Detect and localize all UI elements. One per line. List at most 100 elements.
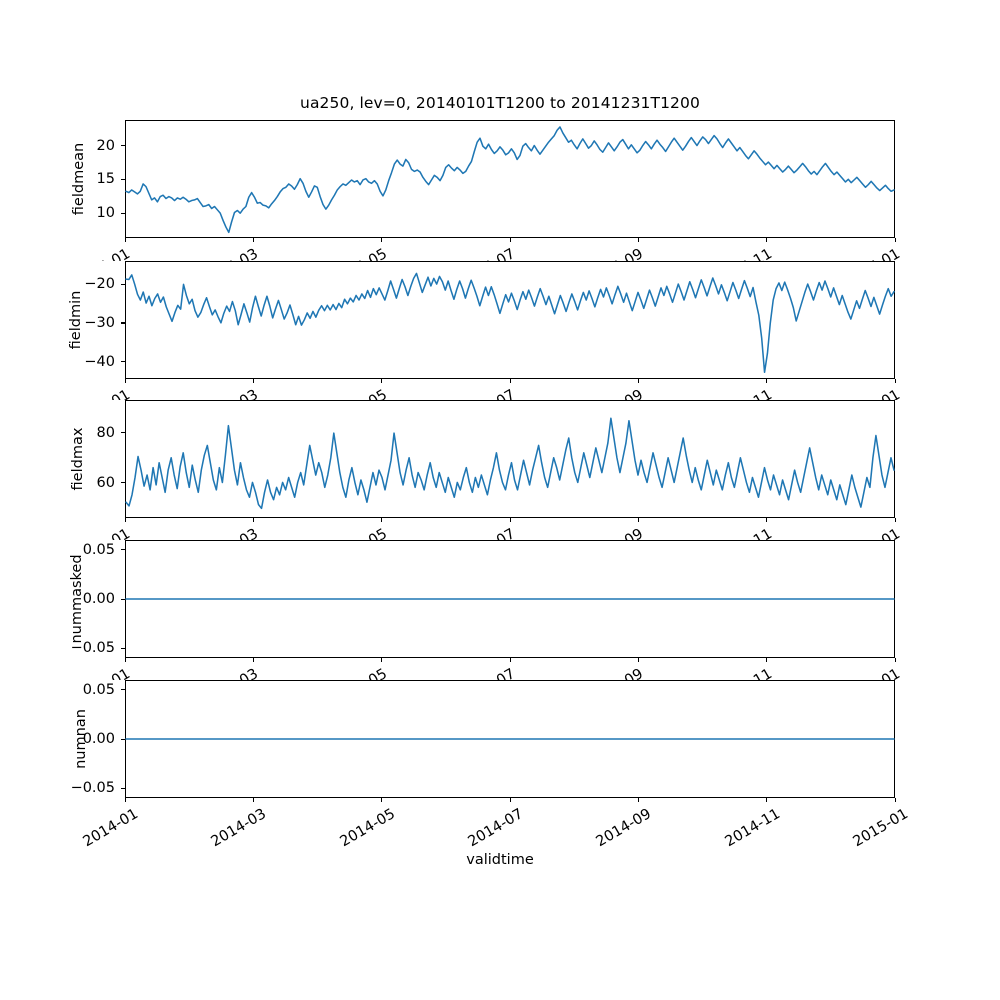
x-tick-label-clip: 2015-01 (765, 242, 945, 261)
x-tick-label-clip: 2014-11 (637, 522, 817, 540)
x-tick-label-clip: 2014-11 (637, 662, 817, 680)
x-tick-label: 2014-09 (534, 246, 646, 261)
y-tick-label: 0.05 (82, 681, 115, 698)
x-tick-label: 2014-07 (406, 666, 518, 680)
x-tick-label-clip: 2015-01 (765, 662, 945, 680)
x-tick-label-clip: 2014-09 (508, 662, 688, 680)
x-tick-label: 2014-09 (534, 666, 646, 680)
y-tick-mark (121, 647, 125, 649)
x-tick-mark (509, 238, 511, 242)
x-tick-label: 2014-11 (663, 387, 774, 400)
x-tick-mark (637, 658, 639, 662)
x-tick-label: 2014-11 (722, 806, 783, 851)
x-tick-mark (637, 238, 639, 242)
x-tick-mark (381, 518, 383, 522)
y-tick-mark (121, 145, 125, 147)
x-tick-label-clip: 2014-03 (123, 242, 303, 261)
y-tick-label: −20 (84, 276, 115, 293)
y-tick-mark (121, 689, 125, 691)
x-tick-label: 2014-05 (278, 666, 389, 680)
x-tick-label: 2014-05 (278, 526, 389, 540)
x-tick-label-clip: 2014-01 (0, 242, 175, 261)
y-tick-mark (121, 283, 125, 285)
x-tick-label: 2014-09 (593, 806, 655, 851)
x-tick-label: 2014-07 (406, 246, 518, 261)
numnan-plot-area (125, 738, 895, 740)
y-tick-label: 0.00 (82, 591, 115, 607)
x-tick-label-clip: 2014-03 (123, 662, 303, 680)
y-tick-mark (121, 598, 125, 600)
panel-fieldmax (125, 400, 895, 518)
x-tick-label: 2015-01 (791, 666, 903, 680)
x-tick-mark (894, 238, 896, 242)
x-tick-label: 2015-01 (791, 387, 903, 400)
x-tick-mark (509, 518, 511, 522)
x-tick-label-clip: 2014-07 (380, 662, 560, 680)
y-tick-label: 10 (96, 205, 115, 222)
x-tick-mark (894, 379, 896, 383)
x-tick-mark (381, 379, 383, 383)
x-tick-mark (637, 798, 639, 802)
x-tick-mark (381, 798, 383, 802)
x-tick-label-clip: 2014-09 (508, 242, 688, 261)
x-tick-label: 2015-01 (850, 806, 911, 851)
x-tick-mark (766, 658, 768, 662)
x-tick-label: 2014-07 (406, 526, 518, 540)
x-tick-label: 2014-05 (278, 246, 389, 261)
x-tick-mark (766, 238, 768, 242)
y-tick-mark (121, 178, 125, 180)
fieldmax-line (125, 417, 895, 510)
xlabel-validtime: validtime (466, 852, 534, 868)
x-tick-label: 2014-03 (208, 806, 270, 851)
y-tick-mark (121, 322, 125, 324)
y-tick-label: −0.05 (70, 640, 115, 657)
panel-fieldmin (125, 261, 895, 379)
x-tick-label: 2014-11 (663, 666, 774, 680)
x-tick-label-clip: 2014-07 (380, 522, 560, 540)
x-tick-mark (124, 379, 126, 383)
x-tick-mark (509, 798, 511, 802)
y-tick-mark (121, 738, 125, 740)
panel-fieldmean (125, 120, 895, 238)
x-tick-mark (766, 379, 768, 383)
x-tick-mark (766, 798, 768, 802)
x-tick-label-clip: 2015-01 (765, 383, 945, 400)
y-tick-mark (121, 482, 125, 484)
x-tick-label-clip: 2014-09 (508, 383, 688, 400)
x-tick-label: 2014-11 (663, 246, 774, 261)
x-tick-label: 2014-09 (534, 387, 646, 400)
x-tick-mark (252, 379, 254, 383)
x-tick-label: 2014-03 (149, 387, 261, 400)
y-tick-label: −40 (84, 353, 115, 370)
x-tick-label: 2014-07 (406, 387, 518, 400)
fieldmin-plot-area (125, 272, 895, 374)
x-tick-mark (252, 518, 254, 522)
x-tick-mark (252, 238, 254, 242)
y-tick-label: −0.05 (70, 780, 115, 797)
y-tick-mark (121, 212, 125, 214)
x-tick-label-clip: 2015-01 (765, 522, 945, 540)
x-tick-mark (381, 658, 383, 662)
fieldmin-line (125, 272, 895, 374)
y-tick-label: 60 (96, 474, 115, 491)
figure-title: ua250, lev=0, 20140101T1200 to 20141231T… (300, 94, 700, 112)
fieldmean-line (125, 126, 895, 234)
y-tick-mark (121, 787, 125, 789)
x-tick-label-clip: 2014-03 (123, 522, 303, 540)
x-tick-mark (637, 518, 639, 522)
x-tick-label-clip: 2014-03 (123, 383, 303, 400)
x-tick-label-clip: 2014-07 (380, 242, 560, 261)
x-tick-label: 2014-03 (149, 526, 261, 540)
y-tick-label: −30 (84, 314, 115, 331)
x-tick-label: 2015-01 (791, 526, 903, 540)
y-tick-label: 0.00 (82, 731, 115, 747)
x-tick-label-clip: 2014-05 (252, 662, 432, 680)
x-tick-label: 2014-11 (663, 526, 774, 540)
x-tick-mark (124, 238, 126, 242)
x-tick-mark (252, 798, 254, 802)
x-tick-mark (637, 379, 639, 383)
x-tick-label-clip: 2014-07 (380, 383, 560, 400)
x-tick-label-clip: 2014-09 (508, 522, 688, 540)
x-tick-label-clip: 2014-05 (252, 383, 432, 400)
x-tick-label-clip: 2014-01 (0, 383, 175, 400)
